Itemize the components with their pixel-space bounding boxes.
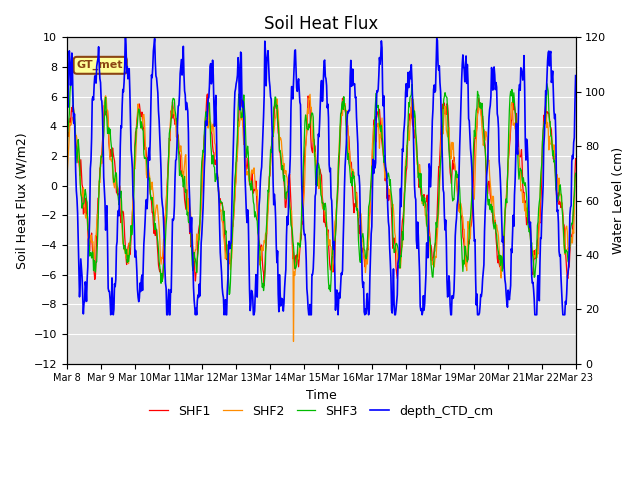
SHF1 bbox=[502, 199, 510, 204]
Legend: SHF1, SHF2, SHF3, depth_CTD_cm: SHF1, SHF2, SHF3, depth_CTD_cm bbox=[144, 400, 498, 423]
depth_CTD_cm bbox=[502, 291, 510, 297]
depth_CTD_cm bbox=[63, 73, 70, 79]
Y-axis label: Soil Heat Flux (W/m2): Soil Heat Flux (W/m2) bbox=[15, 132, 28, 269]
SHF1 bbox=[572, 156, 579, 161]
SHF3 bbox=[502, 196, 510, 202]
SHF3 bbox=[450, 197, 458, 203]
SHF2 bbox=[290, 338, 298, 344]
depth_CTD_cm bbox=[373, 88, 381, 94]
SHF1 bbox=[94, 195, 102, 201]
Y-axis label: Water Level (cm): Water Level (cm) bbox=[612, 147, 625, 254]
SHF1 bbox=[450, 155, 458, 160]
SHF1 bbox=[388, 229, 396, 235]
SHF2 bbox=[373, 121, 381, 127]
depth_CTD_cm bbox=[388, 310, 396, 316]
SHF2 bbox=[360, 254, 367, 260]
SHF2 bbox=[306, 91, 314, 97]
depth_CTD_cm bbox=[360, 279, 367, 285]
Line: SHF1: SHF1 bbox=[67, 94, 575, 286]
X-axis label: Time: Time bbox=[306, 389, 337, 402]
Line: depth_CTD_cm: depth_CTD_cm bbox=[67, 32, 575, 315]
SHF3 bbox=[572, 170, 579, 176]
depth_CTD_cm bbox=[572, 73, 579, 79]
SHF3 bbox=[63, 152, 70, 157]
SHF2 bbox=[94, 216, 102, 221]
SHF1 bbox=[260, 283, 268, 288]
SHF2 bbox=[572, 173, 579, 179]
depth_CTD_cm bbox=[122, 29, 129, 35]
SHF3 bbox=[373, 104, 381, 109]
SHF2 bbox=[502, 197, 510, 203]
SHF3 bbox=[68, 70, 76, 75]
SHF2 bbox=[450, 160, 458, 166]
Line: SHF3: SHF3 bbox=[67, 72, 575, 294]
depth_CTD_cm bbox=[94, 56, 102, 61]
SHF1 bbox=[204, 91, 211, 97]
SHF1 bbox=[373, 113, 381, 119]
SHF1 bbox=[63, 149, 70, 155]
SHF3 bbox=[388, 200, 396, 206]
SHF3 bbox=[95, 199, 102, 204]
Line: SHF2: SHF2 bbox=[67, 94, 575, 341]
SHF3 bbox=[360, 236, 367, 241]
SHF3 bbox=[225, 291, 233, 297]
SHF2 bbox=[388, 204, 396, 210]
Text: GT_met: GT_met bbox=[77, 60, 124, 71]
Title: Soil Heat Flux: Soil Heat Flux bbox=[264, 15, 378, 33]
SHF1 bbox=[360, 249, 367, 254]
SHF2 bbox=[63, 173, 70, 179]
depth_CTD_cm bbox=[107, 312, 115, 318]
depth_CTD_cm bbox=[450, 288, 458, 294]
